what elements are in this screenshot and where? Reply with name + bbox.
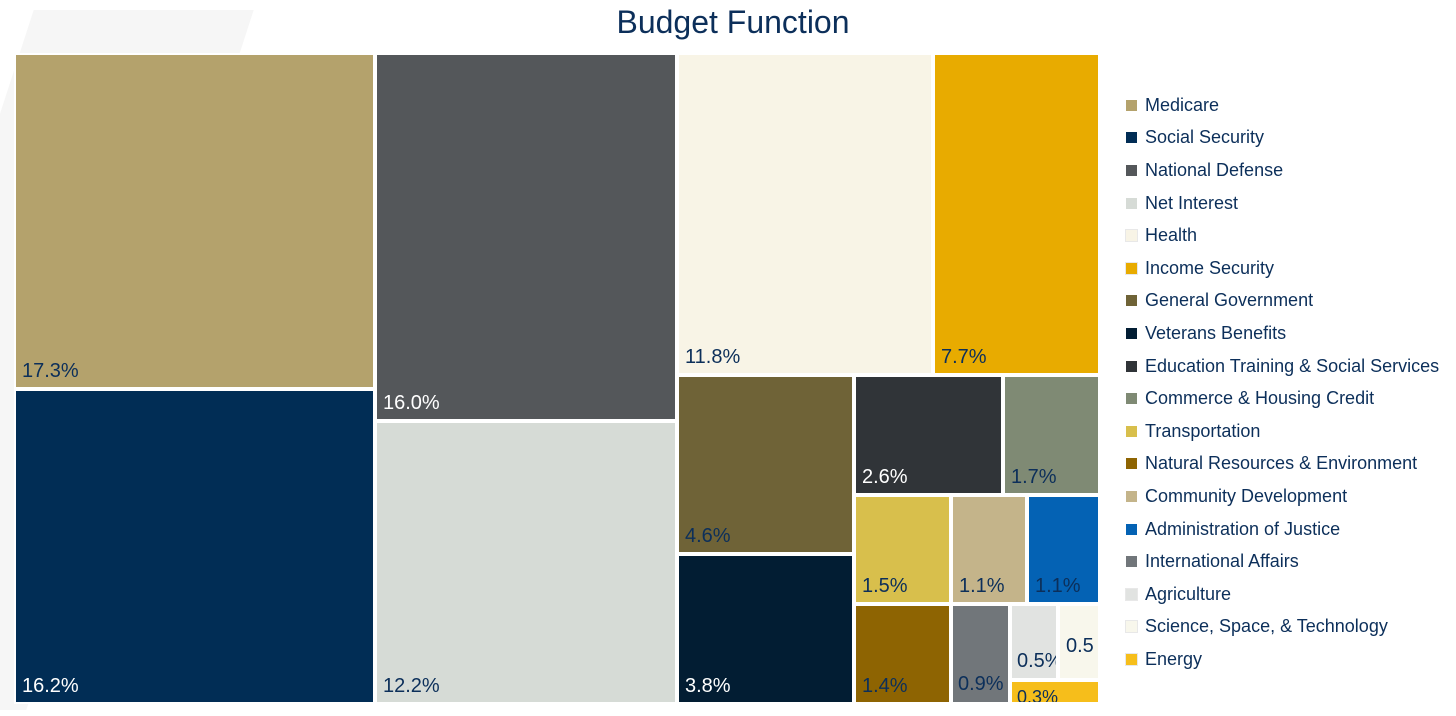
data-label-community-development: 1.1% xyxy=(959,575,1005,597)
legend-swatch xyxy=(1126,327,1137,339)
treemap-cell-international-affairs: 0.9% xyxy=(951,604,1010,704)
legend-label: Income Security xyxy=(1145,257,1275,278)
treemap-cell-education-training-social-services: 2.6% xyxy=(854,375,1003,495)
legend-item-social-security: Social Security xyxy=(1124,122,1456,155)
legend-swatch xyxy=(1125,652,1138,666)
treemap-cell-net-interest: 12.2% xyxy=(375,421,677,704)
data-label-energy: 0.3% xyxy=(1017,687,1059,704)
legend-label: Health xyxy=(1145,225,1198,246)
legend-item-international-affairs: International Affairs xyxy=(1124,545,1456,578)
legend-label: Natural Resources & Environment xyxy=(1145,453,1418,474)
data-label-income-security: 7.7% xyxy=(941,346,987,368)
legend-label: General Government xyxy=(1145,290,1314,311)
treemap-cell-general-government: 4.6% xyxy=(677,375,854,554)
legend-item-natural-resources-environment: Natural Resources & Environment xyxy=(1124,448,1456,481)
legend-label: Science, Space, & Technology xyxy=(1145,616,1388,637)
data-label-science-space-technology: 0.5 xyxy=(1066,635,1094,657)
treemap-cell-natural-resources-environment: 1.4% xyxy=(854,604,951,704)
data-label-transportation: 1.5% xyxy=(862,575,908,597)
legend-swatch xyxy=(1126,393,1137,405)
data-label-social-security: 16.2% xyxy=(22,675,79,697)
treemap-cell-national-defense: 16.0% xyxy=(375,53,677,421)
legend-item-transportation: Transportation xyxy=(1124,415,1456,448)
treemap-cell-energy: 0.3% xyxy=(1010,680,1100,704)
data-label-international-affairs: 0.9% xyxy=(958,673,1004,695)
legend-swatch xyxy=(1126,523,1137,535)
treemap-cell-medicare: 17.3% xyxy=(14,53,375,389)
treemap-cell-veterans-benefits: 3.8% xyxy=(677,554,854,704)
chart-legend: Medicare Social Security National Defense N… xyxy=(1124,89,1456,676)
data-label-administration-of-justice: 1.1% xyxy=(1035,575,1081,597)
legend-label: Net Interest xyxy=(1145,192,1239,213)
legend-item-community-development: Community Development xyxy=(1124,480,1456,513)
legend-swatch xyxy=(1126,458,1137,470)
legend-label: National Defense xyxy=(1145,159,1284,180)
legend-item-education-training-social-services: Education Training & Social Services xyxy=(1124,350,1456,383)
treemap-cell-administration-of-justice: 1.1% xyxy=(1027,495,1100,604)
chart-title: Budget Function xyxy=(616,4,850,40)
legend-swatch xyxy=(1126,425,1137,437)
treemap-cell-social-security: 16.2% xyxy=(14,389,375,704)
legend-swatch xyxy=(1126,99,1137,111)
legend-swatch xyxy=(1126,295,1137,307)
legend-swatch xyxy=(1126,197,1137,209)
treemap-cell-commerce-housing-credit: 1.7% xyxy=(1003,375,1100,495)
legend-swatch xyxy=(1126,164,1137,176)
data-label-veterans-benefits: 3.8% xyxy=(685,675,731,697)
legend-label: Commerce & Housing Credit xyxy=(1145,388,1375,409)
legend-swatch xyxy=(1126,490,1137,502)
legend-label: Transportation xyxy=(1145,420,1261,441)
legend-item-science-space-technology: Science, Space, & Technology xyxy=(1124,611,1456,644)
treemap-cell-transportation: 1.5% xyxy=(854,495,951,604)
legend-swatch xyxy=(1125,587,1138,601)
legend-label: International Affairs xyxy=(1145,551,1299,572)
legend-label: Medicare xyxy=(1145,94,1220,115)
legend-swatch xyxy=(1126,132,1137,144)
legend-label: Agriculture xyxy=(1145,583,1232,604)
treemap-cell-agriculture: 0.5% xyxy=(1010,604,1058,680)
legend-item-medicare: Medicare xyxy=(1124,89,1456,122)
legend-item-commerce-housing-credit: Commerce & Housing Credit xyxy=(1124,382,1456,415)
legend-swatch xyxy=(1125,261,1138,275)
legend-label: Social Security xyxy=(1145,127,1265,148)
data-label-national-defense: 16.0% xyxy=(383,392,440,414)
data-label-agriculture: 0.5% xyxy=(1017,650,1056,672)
data-label-net-interest: 12.2% xyxy=(383,675,440,697)
legend-swatch xyxy=(1125,229,1138,243)
data-label-general-government: 4.6% xyxy=(685,525,731,547)
legend-item-general-government: General Government xyxy=(1124,285,1456,318)
legend-swatch xyxy=(1125,620,1138,634)
legend-item-income-security: Income Security xyxy=(1124,252,1456,285)
treemap-cell-income-security: 7.7% xyxy=(933,53,1100,375)
legend-label: Education Training & Social Services xyxy=(1145,355,1440,376)
treemap-cell-health: 11.8% xyxy=(677,53,933,375)
data-label-health: 11.8% xyxy=(685,346,741,368)
legend-label: Administration of Justice xyxy=(1145,518,1341,539)
treemap-cell-science-space-technology: 0.5 xyxy=(1058,604,1100,680)
legend-item-administration-of-justice: Administration of Justice xyxy=(1124,513,1456,546)
legend-item-national-defense: National Defense xyxy=(1124,154,1456,187)
legend-item-health: Health xyxy=(1124,219,1456,252)
treemap-cell-community-development: 1.1% xyxy=(951,495,1027,604)
legend-label: Energy xyxy=(1145,648,1203,669)
data-label-education-training-social-services: 2.6% xyxy=(862,466,908,488)
treemap-plot: 17.3% 16.2% 16.0% 12.2% 11.8% 7.7% 4.6% 3.8% 2.6… xyxy=(14,53,1100,704)
legend-swatch xyxy=(1126,556,1137,568)
legend-item-energy: Energy xyxy=(1124,643,1456,676)
legend-item-net-interest: Net Interest xyxy=(1124,187,1456,220)
legend-label: Community Development xyxy=(1145,485,1348,506)
legend-item-veterans-benefits: Veterans Benefits xyxy=(1124,317,1456,350)
legend-swatch xyxy=(1126,360,1137,372)
data-label-medicare: 17.3% xyxy=(22,360,79,382)
legend-item-agriculture: Agriculture xyxy=(1124,578,1456,611)
legend-label: Veterans Benefits xyxy=(1145,322,1287,343)
data-label-commerce-housing-credit: 1.7% xyxy=(1011,466,1057,488)
data-label-natural-resources-environment: 1.4% xyxy=(862,675,908,697)
